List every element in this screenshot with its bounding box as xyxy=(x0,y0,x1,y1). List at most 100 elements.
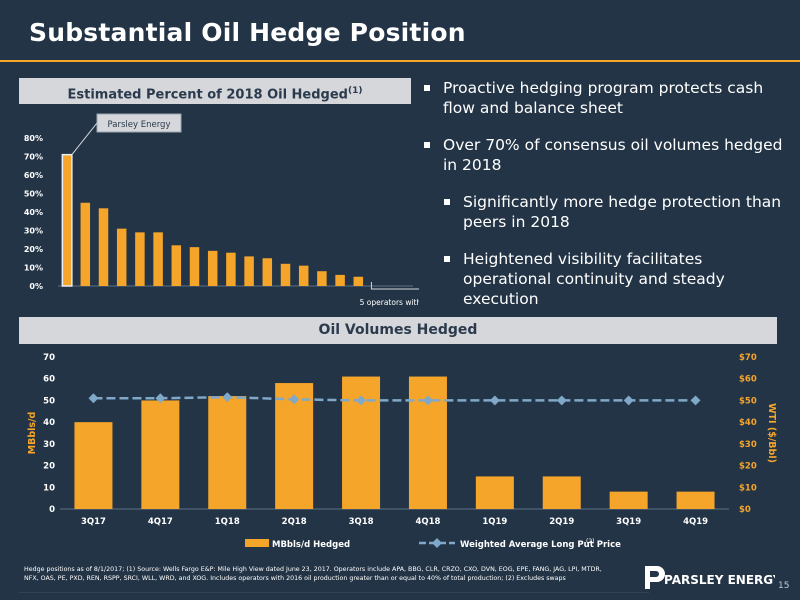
bar xyxy=(135,232,145,286)
bar xyxy=(676,491,715,509)
x-tick-label: 4Q19 xyxy=(683,517,708,527)
line-point xyxy=(556,395,567,406)
callout-label: Parsley Energy xyxy=(108,120,171,130)
y-tick-label: 60% xyxy=(24,171,43,180)
y-tick-label: 40 xyxy=(43,418,55,428)
bar xyxy=(61,153,73,287)
y-axis-title: MBbls/d xyxy=(27,412,38,455)
bar xyxy=(244,256,254,286)
bar xyxy=(98,208,109,286)
bullet-text: Over 70% of consensus oil volumes hedged… xyxy=(443,136,783,174)
parsley-energy-logo: PARSLEY ENERGY xyxy=(645,566,775,589)
x-tick-label: 2Q18 xyxy=(282,517,307,527)
bullet-marker xyxy=(424,85,430,91)
y2-tick-label: $30 xyxy=(739,440,757,450)
bar xyxy=(475,476,514,509)
bar xyxy=(74,422,113,509)
bar xyxy=(609,491,648,509)
oil-volumes-chart: 0 10 20 30 40 50 60 70 $0 $10 $20 $30 $40 $50 $60 $70 MB… xyxy=(27,353,777,550)
footer-divider xyxy=(19,592,649,593)
bar xyxy=(542,476,581,509)
bullet-item: Over 70% of consensus oil volumes hedged… xyxy=(424,135,784,175)
logo-text: PARSLEY ENERGY xyxy=(664,573,775,587)
bar xyxy=(207,250,218,286)
y2-axis-title: WTI ($/Bbl) xyxy=(766,403,777,463)
line-point xyxy=(489,395,500,406)
y2-tick-label: $20 xyxy=(739,462,757,472)
y-tick-label: 50 xyxy=(43,396,55,406)
bar xyxy=(171,245,182,286)
line-point xyxy=(690,395,701,406)
bottom-chart-title: Oil Volumes Hedged xyxy=(19,317,777,344)
y-tick-label: 0% xyxy=(29,282,43,291)
x-tick-label: 3Q18 xyxy=(349,517,374,527)
bar xyxy=(208,396,247,509)
line-point xyxy=(222,392,233,403)
y-tick-label: 30% xyxy=(24,227,43,236)
bullet-marker xyxy=(424,142,430,148)
y2-tick-label: $10 xyxy=(739,483,757,493)
y-tick-label: 40% xyxy=(24,208,43,217)
page-title: Substantial Oil Hedge Position xyxy=(29,18,466,47)
y2-tick-label: $70 xyxy=(739,353,757,363)
y2-tick-label: $50 xyxy=(739,396,757,406)
sub-bullet-item: Significantly more hedge protection than… xyxy=(444,192,784,232)
bullet-marker xyxy=(444,256,450,262)
bar xyxy=(262,258,273,286)
y-tick-label: 10 xyxy=(43,483,55,493)
bar xyxy=(141,400,180,509)
bullet-text: Significantly more hedge protection than… xyxy=(463,193,782,231)
y-tick-label: 0 xyxy=(49,505,55,515)
line-point xyxy=(623,395,634,406)
top-chart-title-text: Estimated Percent of 2018 Oil Hedged xyxy=(67,87,348,103)
legend-label-line: Weighted Average Long Put Price xyxy=(460,540,621,550)
x-tick-label: 3Q17 xyxy=(81,517,106,527)
y-tick-label: 20% xyxy=(24,245,43,254)
bar xyxy=(280,263,291,286)
bullet-text: Proactive hedging program protects cash … xyxy=(443,79,764,117)
top-chart-title: Estimated Percent of 2018 Oil Hedged(1) xyxy=(19,78,411,104)
bar xyxy=(298,265,309,286)
x-tick-label: 3Q19 xyxy=(616,517,641,527)
bar xyxy=(335,274,345,286)
legend-swatch-bar xyxy=(245,539,269,547)
logo-mark-icon xyxy=(645,566,665,589)
legend-label-footnote: (2) xyxy=(586,538,595,545)
legend-swatch-point xyxy=(432,538,442,548)
y-tick-label: 70% xyxy=(24,153,43,162)
y-tick-label: 70 xyxy=(43,353,55,363)
x-tick-label: 2Q19 xyxy=(549,517,574,527)
sub-bullet-item: Heightened visibility facilitates operat… xyxy=(444,249,784,309)
y-tick-label: 30 xyxy=(43,440,55,450)
legend-label-bar: MBbls/d Hedged xyxy=(272,540,350,550)
y-tick-label: 60 xyxy=(43,375,55,385)
bar xyxy=(153,232,163,286)
bullet-marker xyxy=(444,199,450,205)
bullet-item: Proactive hedging program protects cash … xyxy=(424,78,784,118)
y2-tick-label: $0 xyxy=(739,505,751,515)
line-point xyxy=(88,393,99,404)
title-divider xyxy=(0,60,800,62)
page-number: 15 xyxy=(778,581,790,591)
bullet-list: Proactive hedging program protects cash … xyxy=(424,78,784,326)
bar xyxy=(80,202,91,286)
y2-tick-label: $60 xyxy=(739,375,757,385)
bar xyxy=(317,271,327,286)
callout-leader xyxy=(71,122,98,155)
y-tick-label: 10% xyxy=(24,264,43,273)
y-tick-label: 20 xyxy=(43,462,55,472)
y2-tick-label: $40 xyxy=(739,418,757,428)
x-tick-label: 1Q19 xyxy=(482,517,507,527)
hedge-percent-chart: 0% 10% 20% 30% 40% 50% 60% 70% 80% Parsley Energy… xyxy=(24,113,419,307)
bar xyxy=(189,247,200,286)
x-tick-label: 4Q18 xyxy=(415,517,440,527)
bar xyxy=(353,276,364,286)
zero-operators-bracket xyxy=(370,282,419,290)
bracket-label: 5 operators with 0% hedged xyxy=(360,298,419,307)
x-tick-label: 1Q18 xyxy=(215,517,240,527)
bar xyxy=(226,252,236,286)
bar xyxy=(116,228,127,286)
x-tick-label: 4Q17 xyxy=(148,517,173,527)
top-chart-title-footnote: (1) xyxy=(347,86,363,96)
bullet-text: Heightened visibility facilitates operat… xyxy=(463,250,725,308)
